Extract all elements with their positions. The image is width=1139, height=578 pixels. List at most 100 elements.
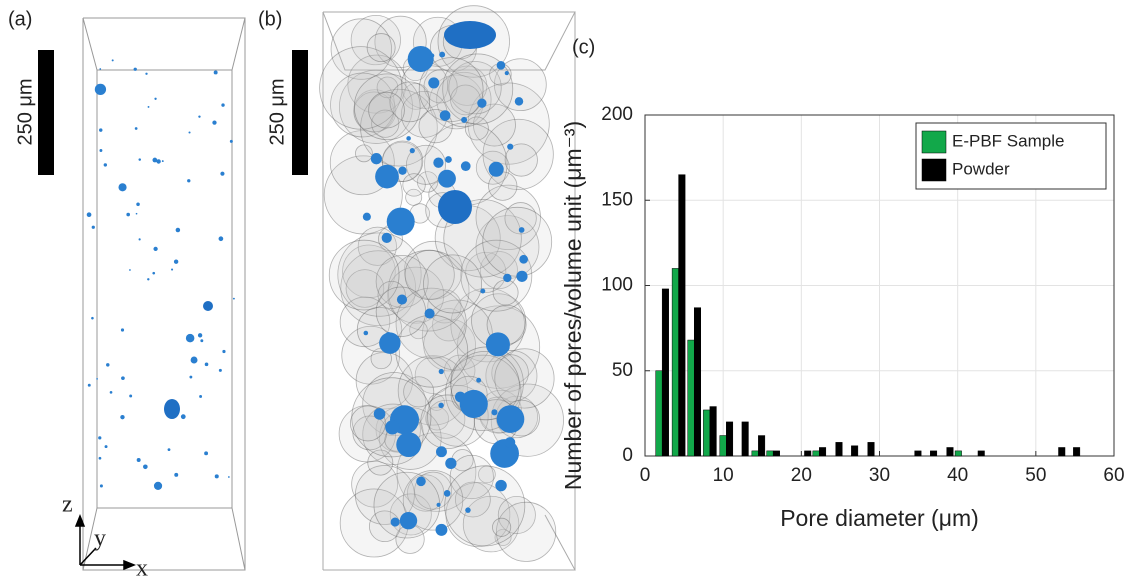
bar [867, 442, 875, 457]
pore [171, 268, 174, 271]
triad-label: x [136, 556, 148, 578]
particle [494, 528, 512, 546]
pore [126, 212, 131, 217]
bar [914, 450, 922, 457]
pore [218, 368, 222, 372]
pore [409, 148, 415, 154]
particle [405, 144, 446, 185]
pore [438, 368, 444, 375]
scale-bar-label: 250 μm [14, 78, 36, 145]
pores-a [86, 59, 235, 491]
particle [353, 73, 421, 141]
y-axis-label: Number of pores/volume unit (μm⁻³) [560, 121, 586, 490]
bar [719, 435, 727, 457]
panel-a [82, 17, 246, 571]
pore [87, 383, 91, 387]
particle [404, 249, 455, 300]
triad-label: y [94, 526, 106, 552]
pore [396, 294, 408, 305]
pore [145, 72, 148, 75]
pore [152, 271, 156, 275]
pore [373, 408, 386, 420]
x-tick-label: 10 [713, 465, 734, 486]
pore [381, 232, 392, 243]
pore [398, 166, 407, 175]
panel-label: (b) [258, 8, 282, 30]
particle [488, 171, 518, 201]
pore [190, 356, 198, 364]
legend-box [915, 122, 1107, 190]
particle [416, 171, 439, 193]
particle [492, 517, 512, 537]
pore [161, 160, 164, 163]
x-tick-label: 30 [869, 465, 890, 486]
pore [516, 270, 528, 282]
pore [439, 110, 451, 121]
pore [504, 437, 516, 448]
x-tick-label: 20 [791, 465, 812, 486]
scale-bar-label: 250 μm [266, 78, 288, 145]
pore [227, 476, 230, 478]
bar [726, 421, 734, 457]
particle [504, 143, 538, 177]
panel-label: (c) [572, 36, 595, 58]
arrow [123, 559, 137, 571]
x-tick-label: 60 [1103, 465, 1124, 486]
pore [103, 163, 108, 167]
pore [91, 225, 95, 229]
particle [467, 82, 550, 165]
y-tick-label: 150 [601, 189, 633, 210]
pore [189, 375, 193, 379]
particle [339, 296, 391, 348]
particle [345, 269, 385, 308]
particle [425, 406, 449, 431]
pore [153, 481, 163, 491]
pore [443, 490, 451, 497]
particle [432, 308, 466, 342]
pore [135, 212, 138, 215]
pore [138, 158, 141, 161]
bar [819, 447, 827, 457]
pore [203, 301, 213, 311]
particle [472, 103, 516, 147]
pore [491, 409, 498, 416]
x-tick-label: 50 [1025, 465, 1046, 486]
pore [476, 377, 482, 383]
pore [109, 390, 113, 394]
pore [143, 464, 148, 470]
pore [396, 432, 422, 458]
bar [930, 450, 938, 457]
particle [414, 356, 453, 395]
pore [218, 236, 224, 242]
pore [429, 53, 435, 58]
particle [402, 173, 426, 197]
particle [395, 287, 467, 359]
pore [164, 399, 180, 419]
pore [174, 472, 179, 477]
pore [454, 391, 466, 403]
particle [409, 320, 428, 340]
pore [153, 246, 158, 252]
pore [385, 420, 400, 435]
pore [188, 131, 191, 134]
triad-label: z [62, 492, 73, 518]
particle [375, 286, 427, 337]
pore [379, 332, 401, 354]
axes-triad [74, 513, 137, 571]
x-axis-label: Pore diameter (μm) [780, 505, 979, 531]
bar [766, 450, 774, 457]
pore [407, 45, 434, 72]
pore [507, 143, 514, 150]
pore [98, 436, 102, 440]
particle [449, 454, 494, 500]
particle [375, 255, 429, 308]
pore [99, 484, 103, 488]
pore [96, 378, 98, 380]
pore [136, 202, 140, 207]
pore [445, 457, 457, 470]
particle [465, 251, 507, 293]
bar [946, 447, 954, 457]
pore [204, 451, 209, 456]
particle [504, 202, 537, 235]
particle [355, 352, 414, 410]
